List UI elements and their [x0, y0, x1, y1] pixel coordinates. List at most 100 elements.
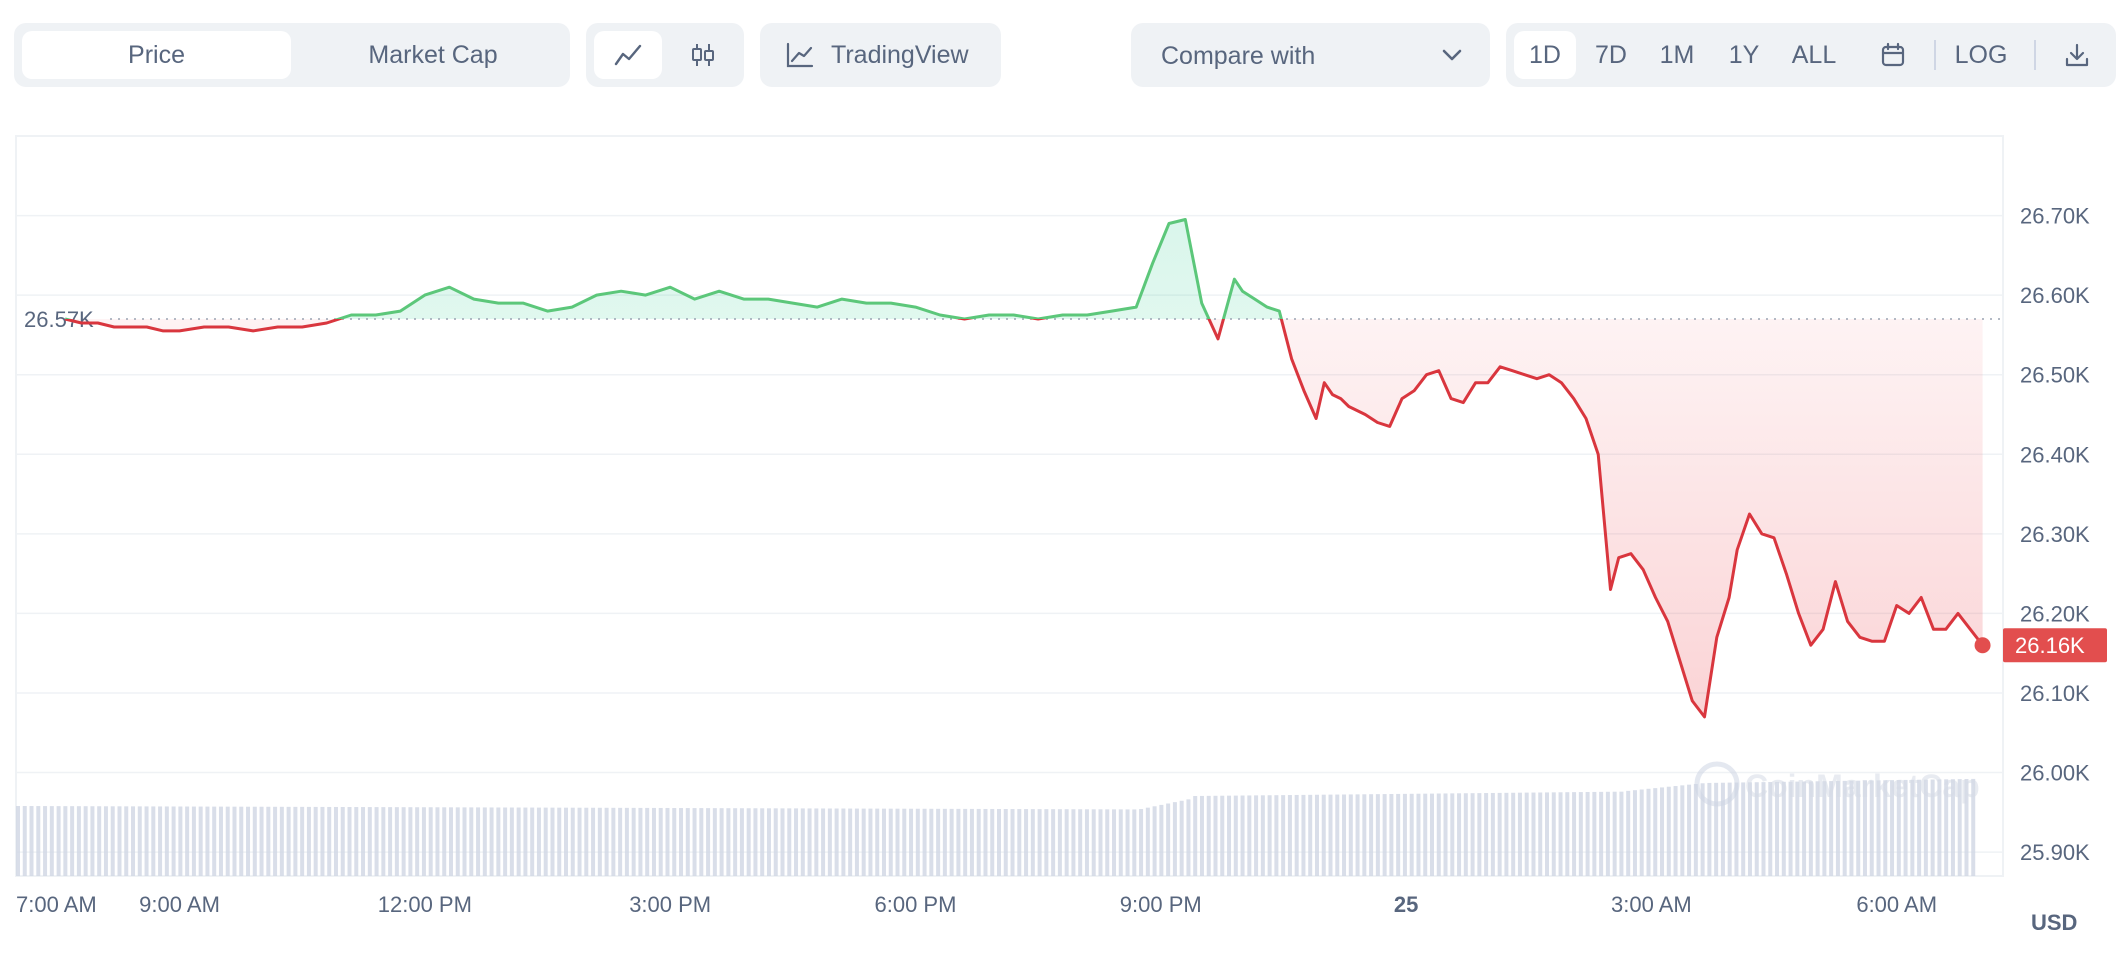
volume-bar — [1808, 781, 1813, 876]
range-1y[interactable]: 1Y — [1728, 40, 1760, 69]
volume-bar — [361, 807, 366, 876]
volume-bar — [1910, 779, 1915, 876]
volume-bar — [543, 807, 548, 876]
volume-bar — [638, 807, 643, 876]
tab-market-cap[interactable]: Market Cap — [368, 40, 498, 69]
baseline-label: 26.57K — [24, 307, 94, 332]
volume-bar — [1098, 809, 1103, 876]
volume-bar — [1693, 783, 1698, 876]
range-7d[interactable]: 7D — [1595, 40, 1627, 69]
volume-bar — [252, 806, 257, 876]
volume-bar — [1233, 795, 1238, 876]
volume-bar — [259, 806, 264, 876]
volume-bar — [144, 806, 149, 876]
volume-bar — [753, 808, 758, 876]
volume-bar — [232, 806, 237, 876]
volume-bar — [1545, 792, 1550, 876]
volume-bar — [1355, 794, 1360, 876]
volume-bar — [1010, 809, 1015, 876]
volume-bar — [800, 808, 805, 876]
volume-bar — [1923, 779, 1928, 876]
volume-bar — [489, 807, 494, 876]
volume-bar — [1477, 793, 1482, 876]
volume-bar — [137, 806, 142, 876]
volume-bar — [306, 806, 311, 876]
calendar-icon[interactable] — [1868, 31, 1918, 79]
volume-bar — [1775, 781, 1780, 876]
volume-bar — [1646, 788, 1651, 876]
volume-bar — [854, 808, 859, 876]
volume-bar — [1666, 786, 1671, 876]
log-scale-toggle[interactable]: LOG — [1954, 40, 2008, 69]
range-1m[interactable]: 1M — [1659, 40, 1695, 69]
volume-bar — [388, 807, 393, 876]
volume-bar — [868, 808, 873, 876]
volume-bar — [1423, 793, 1428, 876]
volume-bar — [164, 806, 169, 876]
volume-bar — [1064, 809, 1069, 876]
volume-bar — [1856, 780, 1861, 876]
volume-bar — [719, 808, 724, 876]
candlestick-icon[interactable] — [670, 31, 736, 79]
volume-bar — [570, 807, 575, 876]
volume-bar — [1348, 794, 1353, 876]
area-below-baseline — [65, 319, 1983, 717]
volume-bar — [455, 807, 460, 876]
volume-bar — [1409, 793, 1414, 876]
volume-bar — [712, 808, 717, 876]
chart-area-icon — [786, 42, 814, 68]
volume-bar — [1308, 794, 1313, 876]
volume-bar — [1734, 782, 1739, 876]
volume-bar — [997, 809, 1001, 876]
volume-bar — [273, 806, 278, 876]
volume-bar — [990, 808, 995, 876]
volume-bar — [1220, 795, 1225, 876]
volume-bar — [320, 806, 325, 876]
x-tick-label: 9:00 PM — [1120, 892, 1202, 917]
volume-bar — [1172, 802, 1177, 876]
volume-bar — [604, 807, 609, 876]
x-tick-label: 6:00 AM — [1856, 892, 1937, 917]
volume-bar — [658, 807, 663, 876]
tab-price[interactable]: Price — [22, 31, 291, 79]
y-tick-label: 26.70K — [2020, 204, 2090, 229]
line-chart-icon[interactable] — [594, 31, 662, 79]
volume-bar — [1883, 780, 1888, 876]
watermark-text: CoinMarketCap — [1745, 768, 1980, 804]
download-icon[interactable] — [2052, 31, 2102, 79]
volume-bar — [1497, 792, 1502, 876]
volume-bar — [1382, 794, 1387, 876]
volume-bar — [1517, 792, 1522, 876]
volume-bar — [929, 808, 934, 876]
volume-bar — [340, 806, 345, 876]
volume-bar — [1605, 791, 1610, 876]
volume-bar — [509, 807, 514, 876]
volume-bar — [1057, 809, 1062, 876]
volume-bar — [110, 806, 115, 876]
volume-bar — [1578, 792, 1583, 876]
volume-bar — [523, 807, 528, 876]
volume-bar — [536, 807, 541, 876]
volume-bar — [807, 808, 812, 876]
volume-bar — [1091, 809, 1096, 876]
compare-with-select[interactable]: Compare with — [1131, 23, 1490, 87]
tradingview-button[interactable]: TradingView — [760, 23, 1001, 87]
volume-bar — [699, 808, 704, 876]
volume-bar — [1781, 781, 1786, 876]
volume-bars — [16, 778, 1976, 876]
volume-bar — [760, 808, 765, 876]
volume-bar — [401, 807, 406, 876]
volume-bar — [333, 806, 338, 876]
volume-bar — [780, 808, 785, 876]
volume-bar — [22, 806, 27, 876]
volume-bar — [218, 806, 223, 876]
volume-bar — [421, 807, 426, 876]
volume-bar — [428, 807, 433, 876]
volume-bar — [685, 808, 690, 876]
y-tick-label: 26.60K — [2020, 283, 2090, 308]
plot-frame — [15, 135, 2004, 877]
range-all[interactable]: ALL — [1791, 40, 1837, 69]
y-tick-label: 26.40K — [2020, 442, 2090, 467]
range-1d[interactable]: 1D — [1514, 31, 1576, 79]
